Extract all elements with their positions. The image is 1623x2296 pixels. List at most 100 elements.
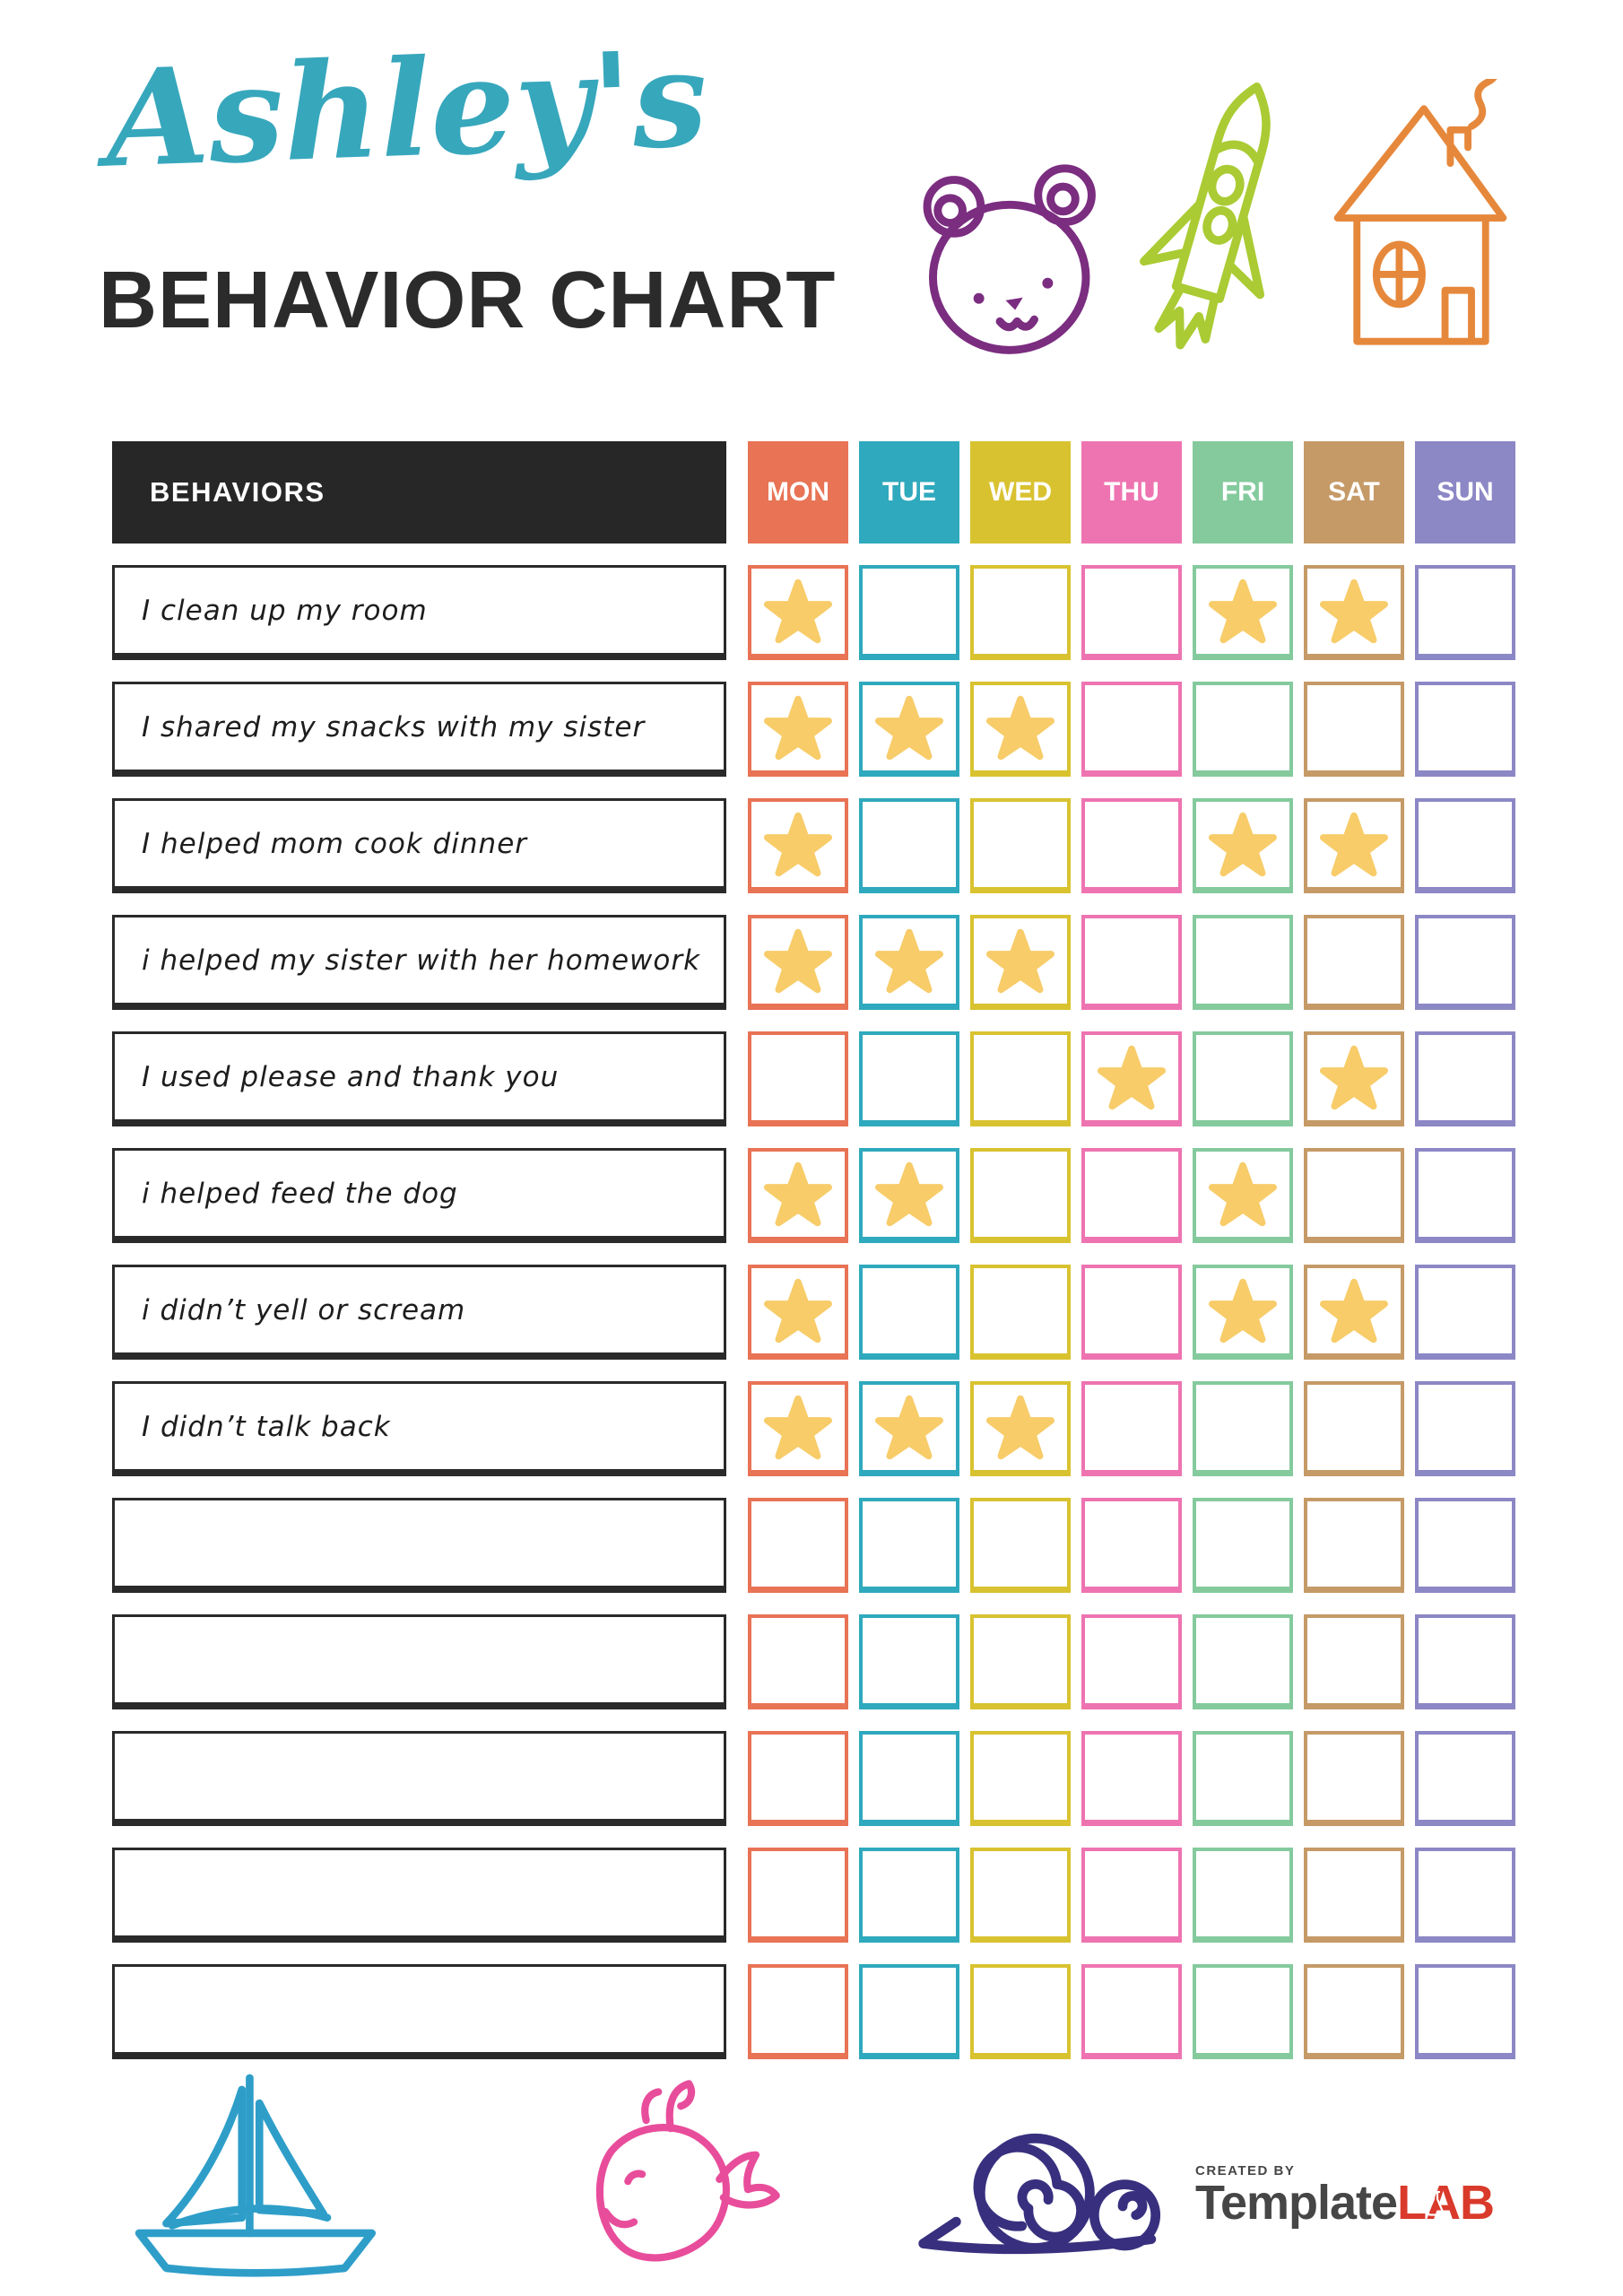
- star-cell-sat[interactable]: [1304, 1031, 1404, 1126]
- star-cell-tue[interactable]: [859, 1964, 959, 2059]
- star-cell-mon[interactable]: [748, 1031, 848, 1126]
- star-cell-fri[interactable]: [1193, 1498, 1293, 1593]
- star-cell-wed[interactable]: [970, 1964, 1071, 2059]
- star-cell-fri[interactable]: [1193, 565, 1293, 660]
- star-cell-thu[interactable]: [1081, 1731, 1182, 1826]
- behavior-label-cell[interactable]: [112, 1614, 726, 1709]
- star-cell-wed[interactable]: [970, 1031, 1071, 1126]
- star-cell-sun[interactable]: [1415, 915, 1515, 1010]
- star-cell-sun[interactable]: [1415, 682, 1515, 777]
- star-cell-thu[interactable]: [1081, 1964, 1182, 2059]
- star-cell-sun[interactable]: [1415, 798, 1515, 893]
- star-cell-sun[interactable]: [1415, 1614, 1515, 1709]
- star-cell-sun[interactable]: [1415, 1031, 1515, 1126]
- star-cell-sun[interactable]: [1415, 1964, 1515, 2059]
- star-cell-sat[interactable]: [1304, 1265, 1404, 1360]
- star-cell-wed[interactable]: [970, 915, 1071, 1010]
- star-cell-tue[interactable]: [859, 682, 959, 777]
- star-cell-tue[interactable]: [859, 798, 959, 893]
- star-cell-thu[interactable]: [1081, 1848, 1182, 1943]
- star-cell-mon[interactable]: [748, 798, 848, 893]
- behavior-label-cell[interactable]: I didn’t talk back: [112, 1381, 726, 1476]
- star-cell-sun[interactable]: [1415, 1148, 1515, 1243]
- behavior-label-cell[interactable]: i helped feed the dog: [112, 1148, 726, 1243]
- star-cell-sat[interactable]: [1304, 682, 1404, 777]
- star-cell-fri[interactable]: [1193, 798, 1293, 893]
- behavior-label-cell[interactable]: i didn’t yell or scream: [112, 1265, 726, 1360]
- star-cell-wed[interactable]: [970, 1614, 1071, 1709]
- star-cell-wed[interactable]: [970, 565, 1071, 660]
- star-cell-tue[interactable]: [859, 1148, 959, 1243]
- star-cell-mon[interactable]: [748, 1964, 848, 2059]
- star-cell-sat[interactable]: [1304, 1498, 1404, 1593]
- star-cell-thu[interactable]: [1081, 565, 1182, 660]
- star-cell-fri[interactable]: [1193, 1031, 1293, 1126]
- star-cell-sat[interactable]: [1304, 1148, 1404, 1243]
- star-cell-mon[interactable]: [748, 915, 848, 1010]
- star-cell-tue[interactable]: [859, 1031, 959, 1126]
- star-cell-wed[interactable]: [970, 1381, 1071, 1476]
- star-cell-sun[interactable]: [1415, 565, 1515, 660]
- star-cell-thu[interactable]: [1081, 1498, 1182, 1593]
- star-cell-sat[interactable]: [1304, 1964, 1404, 2059]
- star-cell-fri[interactable]: [1193, 682, 1293, 777]
- star-cell-wed[interactable]: [970, 1265, 1071, 1360]
- behavior-label-cell[interactable]: [112, 1731, 726, 1826]
- star-cell-mon[interactable]: [748, 1848, 848, 1943]
- star-cell-wed[interactable]: [970, 1848, 1071, 1943]
- star-cell-fri[interactable]: [1193, 915, 1293, 1010]
- star-cell-fri[interactable]: [1193, 1614, 1293, 1709]
- star-cell-tue[interactable]: [859, 1848, 959, 1943]
- behavior-label-cell[interactable]: I clean up my room: [112, 565, 726, 660]
- star-cell-sat[interactable]: [1304, 1614, 1404, 1709]
- star-cell-fri[interactable]: [1193, 1964, 1293, 2059]
- star-cell-thu[interactable]: [1081, 1614, 1182, 1709]
- star-cell-sun[interactable]: [1415, 1381, 1515, 1476]
- behavior-label-cell[interactable]: [112, 1498, 726, 1593]
- star-cell-mon[interactable]: [748, 1731, 848, 1826]
- star-cell-sat[interactable]: [1304, 1381, 1404, 1476]
- star-cell-thu[interactable]: [1081, 1265, 1182, 1360]
- star-cell-sun[interactable]: [1415, 1498, 1515, 1593]
- star-cell-sun[interactable]: [1415, 1848, 1515, 1943]
- behavior-label-cell[interactable]: I used please and thank you: [112, 1031, 726, 1126]
- star-cell-tue[interactable]: [859, 565, 959, 660]
- star-cell-thu[interactable]: [1081, 1031, 1182, 1126]
- star-cell-sat[interactable]: [1304, 1848, 1404, 1943]
- star-cell-tue[interactable]: [859, 1498, 959, 1593]
- star-cell-wed[interactable]: [970, 798, 1071, 893]
- star-cell-mon[interactable]: [748, 1381, 848, 1476]
- star-cell-thu[interactable]: [1081, 915, 1182, 1010]
- star-cell-fri[interactable]: [1193, 1381, 1293, 1476]
- star-cell-thu[interactable]: [1081, 1148, 1182, 1243]
- star-cell-sat[interactable]: [1304, 565, 1404, 660]
- star-cell-sun[interactable]: [1415, 1731, 1515, 1826]
- star-cell-tue[interactable]: [859, 1731, 959, 1826]
- star-cell-fri[interactable]: [1193, 1731, 1293, 1826]
- star-cell-tue[interactable]: [859, 915, 959, 1010]
- star-cell-fri[interactable]: [1193, 1148, 1293, 1243]
- star-cell-mon[interactable]: [748, 1148, 848, 1243]
- star-cell-mon[interactable]: [748, 682, 848, 777]
- star-cell-thu[interactable]: [1081, 798, 1182, 893]
- behavior-label-cell[interactable]: [112, 1964, 726, 2059]
- star-cell-mon[interactable]: [748, 1265, 848, 1360]
- behavior-label-cell[interactable]: I shared my snacks with my sister: [112, 682, 726, 777]
- star-cell-wed[interactable]: [970, 682, 1071, 777]
- star-cell-thu[interactable]: [1081, 682, 1182, 777]
- star-cell-sun[interactable]: [1415, 1265, 1515, 1360]
- star-cell-tue[interactable]: [859, 1614, 959, 1709]
- star-cell-wed[interactable]: [970, 1148, 1071, 1243]
- star-cell-fri[interactable]: [1193, 1848, 1293, 1943]
- star-cell-thu[interactable]: [1081, 1381, 1182, 1476]
- star-cell-fri[interactable]: [1193, 1265, 1293, 1360]
- star-cell-sat[interactable]: [1304, 915, 1404, 1010]
- star-cell-tue[interactable]: [859, 1265, 959, 1360]
- star-cell-mon[interactable]: [748, 1614, 848, 1709]
- behavior-label-cell[interactable]: [112, 1848, 726, 1943]
- star-cell-mon[interactable]: [748, 1498, 848, 1593]
- behavior-label-cell[interactable]: i helped my sister with her homework: [112, 915, 726, 1010]
- behavior-label-cell[interactable]: I helped mom cook dinner: [112, 798, 726, 893]
- star-cell-sat[interactable]: [1304, 798, 1404, 893]
- star-cell-sat[interactable]: [1304, 1731, 1404, 1826]
